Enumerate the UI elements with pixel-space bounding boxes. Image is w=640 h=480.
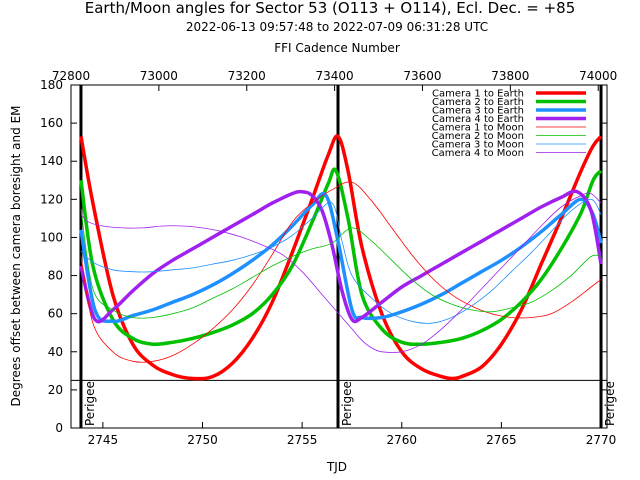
y-tick-label: 20 — [48, 383, 63, 397]
perigee-label: Perigee — [340, 381, 354, 426]
axis-ticks: 0 20 40 60 80 100 120 140 160 180 2745 2750 2755 2760… — [40, 69, 617, 447]
top-tick-label: 73200 — [228, 69, 266, 83]
y-tick-label: 60 — [48, 307, 63, 321]
y-tick-label: 180 — [40, 78, 63, 92]
legend-label: Camera 1 to Moon — [432, 123, 524, 134]
x-tick-label: 2755 — [287, 433, 318, 447]
y-tick-label: 120 — [40, 192, 63, 206]
y-tick-label: 80 — [48, 269, 63, 283]
y-tick-label: 100 — [40, 230, 63, 244]
series-line-2 — [79, 167, 603, 347]
top-tick-label: 73400 — [316, 69, 354, 83]
legend-label: Camera 1 to Earth — [432, 89, 524, 100]
series-line-6 — [80, 208, 602, 319]
series-line-5 — [80, 181, 602, 363]
legend-label: Camera 3 to Earth — [432, 106, 524, 117]
x-axis-label: TJD — [326, 460, 347, 474]
top-tick-label: 73800 — [491, 69, 529, 83]
series-line-4 — [79, 189, 603, 324]
legend-label: Camera 4 to Moon — [432, 148, 524, 159]
x-tick-label: 2745 — [88, 433, 119, 447]
perigee-label: Perigee — [83, 381, 97, 426]
x-tick-label: 2750 — [187, 433, 218, 447]
series-line-7 — [80, 198, 602, 324]
x-tick-label: 2765 — [486, 433, 517, 447]
legend-label: Camera 2 to Earth — [432, 97, 524, 108]
legend-label: Camera 4 to Earth — [432, 114, 524, 125]
y-tick-label: 0 — [55, 421, 63, 435]
top-tick-label: 73600 — [403, 69, 441, 83]
plot-frame — [70, 84, 608, 429]
x-tick-label: 2760 — [386, 433, 417, 447]
top-axis-label: FFI Cadence Number — [274, 41, 400, 55]
y-tick-label: 140 — [40, 154, 63, 168]
chart-title: Earth/Moon angles for Sector 53 (O113 + … — [85, 0, 576, 17]
perigee-markers: Perigee Perigee Perigee — [79, 85, 617, 428]
y-tick-label: 160 — [40, 116, 63, 130]
chart-subtitle: 2022-06-13 09:57:48 to 2022-07-09 06:31:… — [186, 20, 488, 34]
series-line-8 — [80, 192, 602, 353]
perigee-label: Perigee — [603, 381, 617, 426]
legend-label: Camera 2 to Moon — [432, 131, 524, 142]
top-tick-label: 74000 — [579, 69, 617, 83]
x-tick-label: 2770 — [586, 433, 617, 447]
y-axis-label: Degrees offset between camera boresight … — [9, 105, 23, 406]
series-lines — [79, 134, 603, 381]
top-tick-label: 72800 — [52, 69, 90, 83]
y-tick-label: 40 — [48, 345, 63, 359]
series-line-1 — [79, 134, 603, 381]
top-tick-label: 73000 — [140, 69, 178, 83]
legend-label: Camera 3 to Moon — [432, 140, 524, 151]
